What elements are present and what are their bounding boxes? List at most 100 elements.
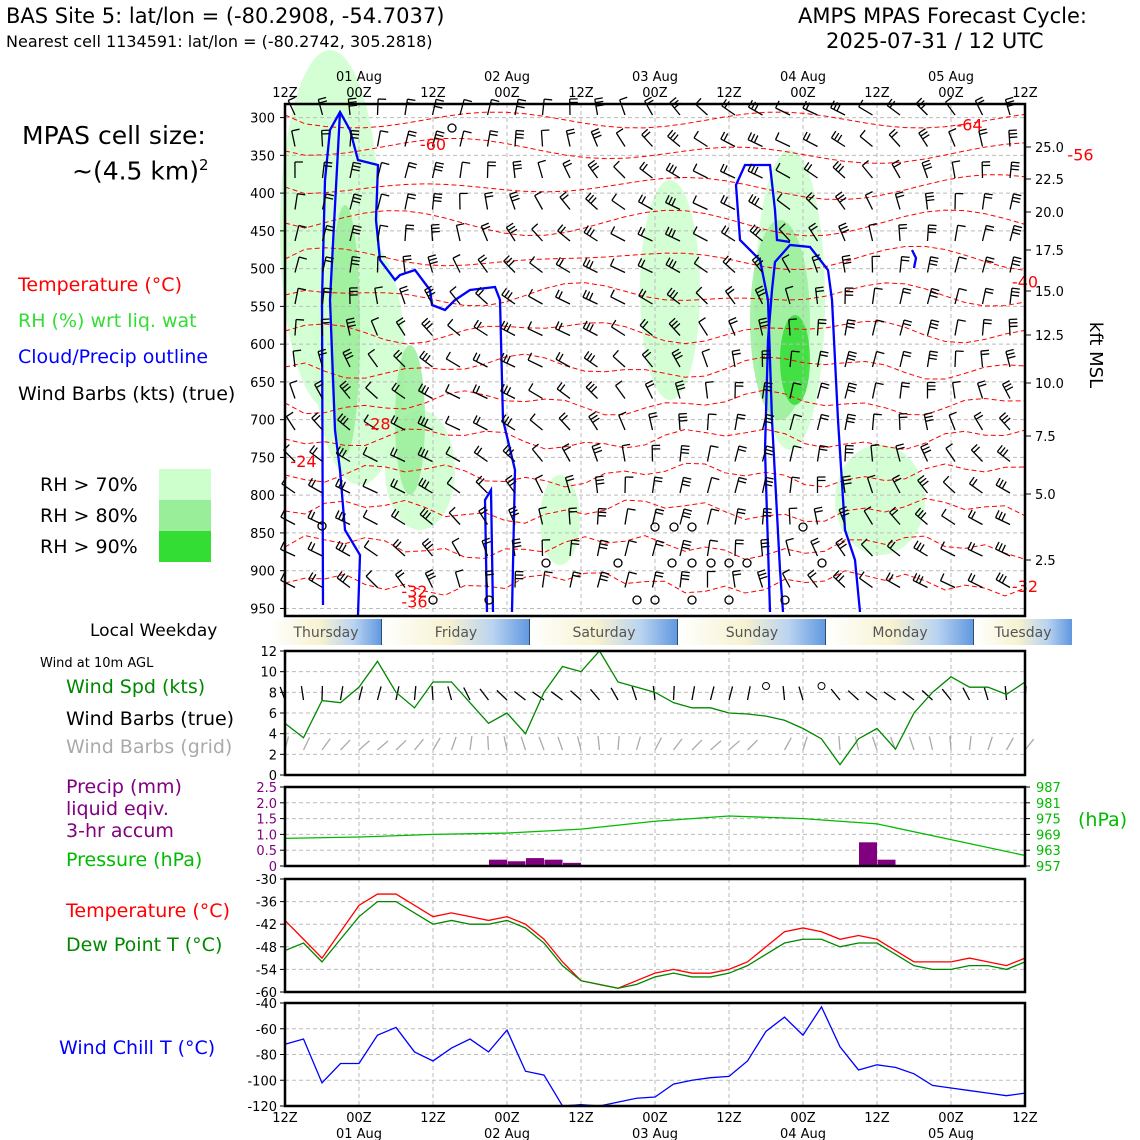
pressure-tick-label: 987 <box>1036 781 1061 796</box>
wind-barb-flag <box>912 572 918 581</box>
wind-barb-staff <box>376 98 379 116</box>
wind10-grid-barb <box>654 737 663 751</box>
wind-barb-flag <box>803 161 810 170</box>
wind-barb <box>679 444 690 462</box>
wind-barb-staff <box>761 508 765 525</box>
wind-barb-flag <box>616 128 624 134</box>
wind-barb-flag <box>476 321 482 330</box>
wind-barb-staff <box>951 162 956 179</box>
wind-barb <box>446 476 461 494</box>
temperature-label: -64 <box>956 115 982 134</box>
wind-barb <box>951 160 961 179</box>
wind-barb-flag <box>596 482 605 485</box>
wind-barb <box>362 478 378 494</box>
wind-barb <box>981 161 991 179</box>
wind-barb <box>455 222 465 242</box>
wind-barb-flag <box>434 168 443 172</box>
wind-barb-flag <box>473 319 479 328</box>
wind-barb-flag <box>611 193 617 201</box>
wind-barb-staff <box>1009 225 1015 242</box>
wind-barb-flag <box>835 191 843 198</box>
wind-barb-staff <box>781 573 791 588</box>
wind-barb-flag <box>903 287 912 291</box>
wind-barb-staff <box>308 484 323 494</box>
precip-label: Precip (mm) <box>66 776 182 798</box>
wind-barb-staff <box>748 200 763 211</box>
wind-barb-flag <box>830 130 837 139</box>
wind-barb-staff <box>679 540 685 557</box>
wind-barb-flag <box>509 480 517 487</box>
wind-barb <box>502 444 516 462</box>
legend-rh80: RH > 80% <box>40 505 138 527</box>
bottom-time-tick: 12Z <box>864 1111 890 1126</box>
pressure-tick-label: 450 <box>250 225 275 240</box>
wind-barb-staff <box>679 508 685 525</box>
bottom-time-tick: 12Z <box>1012 1111 1038 1126</box>
wind-barb-flag <box>419 350 426 358</box>
wind-barb-flag <box>446 476 453 484</box>
wind-barb-flag <box>592 417 600 424</box>
wind-barb-flag <box>903 322 912 327</box>
wind-barb-staff <box>430 224 434 242</box>
calm-marker <box>484 595 494 605</box>
wind-barb <box>841 475 852 494</box>
wind-barb <box>624 508 636 525</box>
wind10-grid-barb <box>908 736 915 751</box>
wind-barb <box>813 506 823 525</box>
wind-barb-flag <box>318 96 327 101</box>
wind-barb-flag <box>901 255 910 259</box>
wind-barb-staff <box>751 259 764 273</box>
wind-barb <box>459 161 471 179</box>
wind-barb-flag <box>600 539 609 543</box>
wind-barb-flag <box>627 508 636 511</box>
wind-barb-flag <box>585 291 591 299</box>
wind-barb-flag <box>1003 417 1011 424</box>
wind-barb-staff <box>754 289 764 305</box>
bottom-time-tick: 00Z <box>346 1111 372 1126</box>
wind-barb-staff <box>376 193 383 210</box>
wind-barb-staff <box>349 130 352 147</box>
weekday-name: Friday <box>435 625 477 641</box>
wind-barb <box>967 541 983 557</box>
wind-barb-flag <box>923 449 932 454</box>
wind-barb-staff <box>527 328 543 337</box>
wind-barb-flag <box>758 317 767 321</box>
wind-barb-staff <box>294 319 297 336</box>
wind-barb-staff <box>816 319 820 336</box>
wind-barb <box>886 98 901 116</box>
wind-barb-staff <box>309 451 323 463</box>
wind-barb-flag <box>431 223 440 226</box>
wind-barb-staff <box>674 382 681 399</box>
wind-barb <box>776 193 791 211</box>
wind-barb-staff <box>564 477 571 494</box>
wind-barb-flag <box>296 318 305 321</box>
top-time-tick: 12Z <box>420 86 446 101</box>
wind-barb-flag <box>587 194 595 202</box>
wind-barb <box>954 224 966 242</box>
bottom-time-tick: 12Z <box>716 1111 742 1126</box>
wind-barb-flag <box>681 577 690 581</box>
wind-barb <box>666 287 681 305</box>
wind-barb-flag <box>939 573 945 582</box>
wind-barb-flag <box>503 322 509 330</box>
wind-barb <box>948 411 957 431</box>
wind-barb-staff <box>734 414 739 431</box>
wind-barb-flag <box>693 130 699 139</box>
precip-label-3: 3-hr accum <box>66 820 174 842</box>
wind-barb-flag <box>505 474 513 481</box>
wind-barb-flag <box>788 318 797 321</box>
wind-barb-flag <box>915 574 921 583</box>
wind-barb-flag <box>683 511 692 516</box>
bottom-date-label: 05 Aug <box>928 1127 974 1140</box>
wind-barb-flag <box>639 161 646 169</box>
wind-barb <box>308 572 323 589</box>
wind-barb-staff <box>587 164 599 179</box>
wind-barb-flag <box>754 257 762 264</box>
wind-barb <box>803 161 818 179</box>
panel-tick-label: 2 <box>269 748 277 763</box>
wind-barb-staff <box>805 197 818 210</box>
wind-barb-flag <box>567 131 576 135</box>
wind-barb <box>749 224 763 242</box>
wind-barb-staff <box>501 420 516 431</box>
wind-barb-flag <box>445 446 451 455</box>
